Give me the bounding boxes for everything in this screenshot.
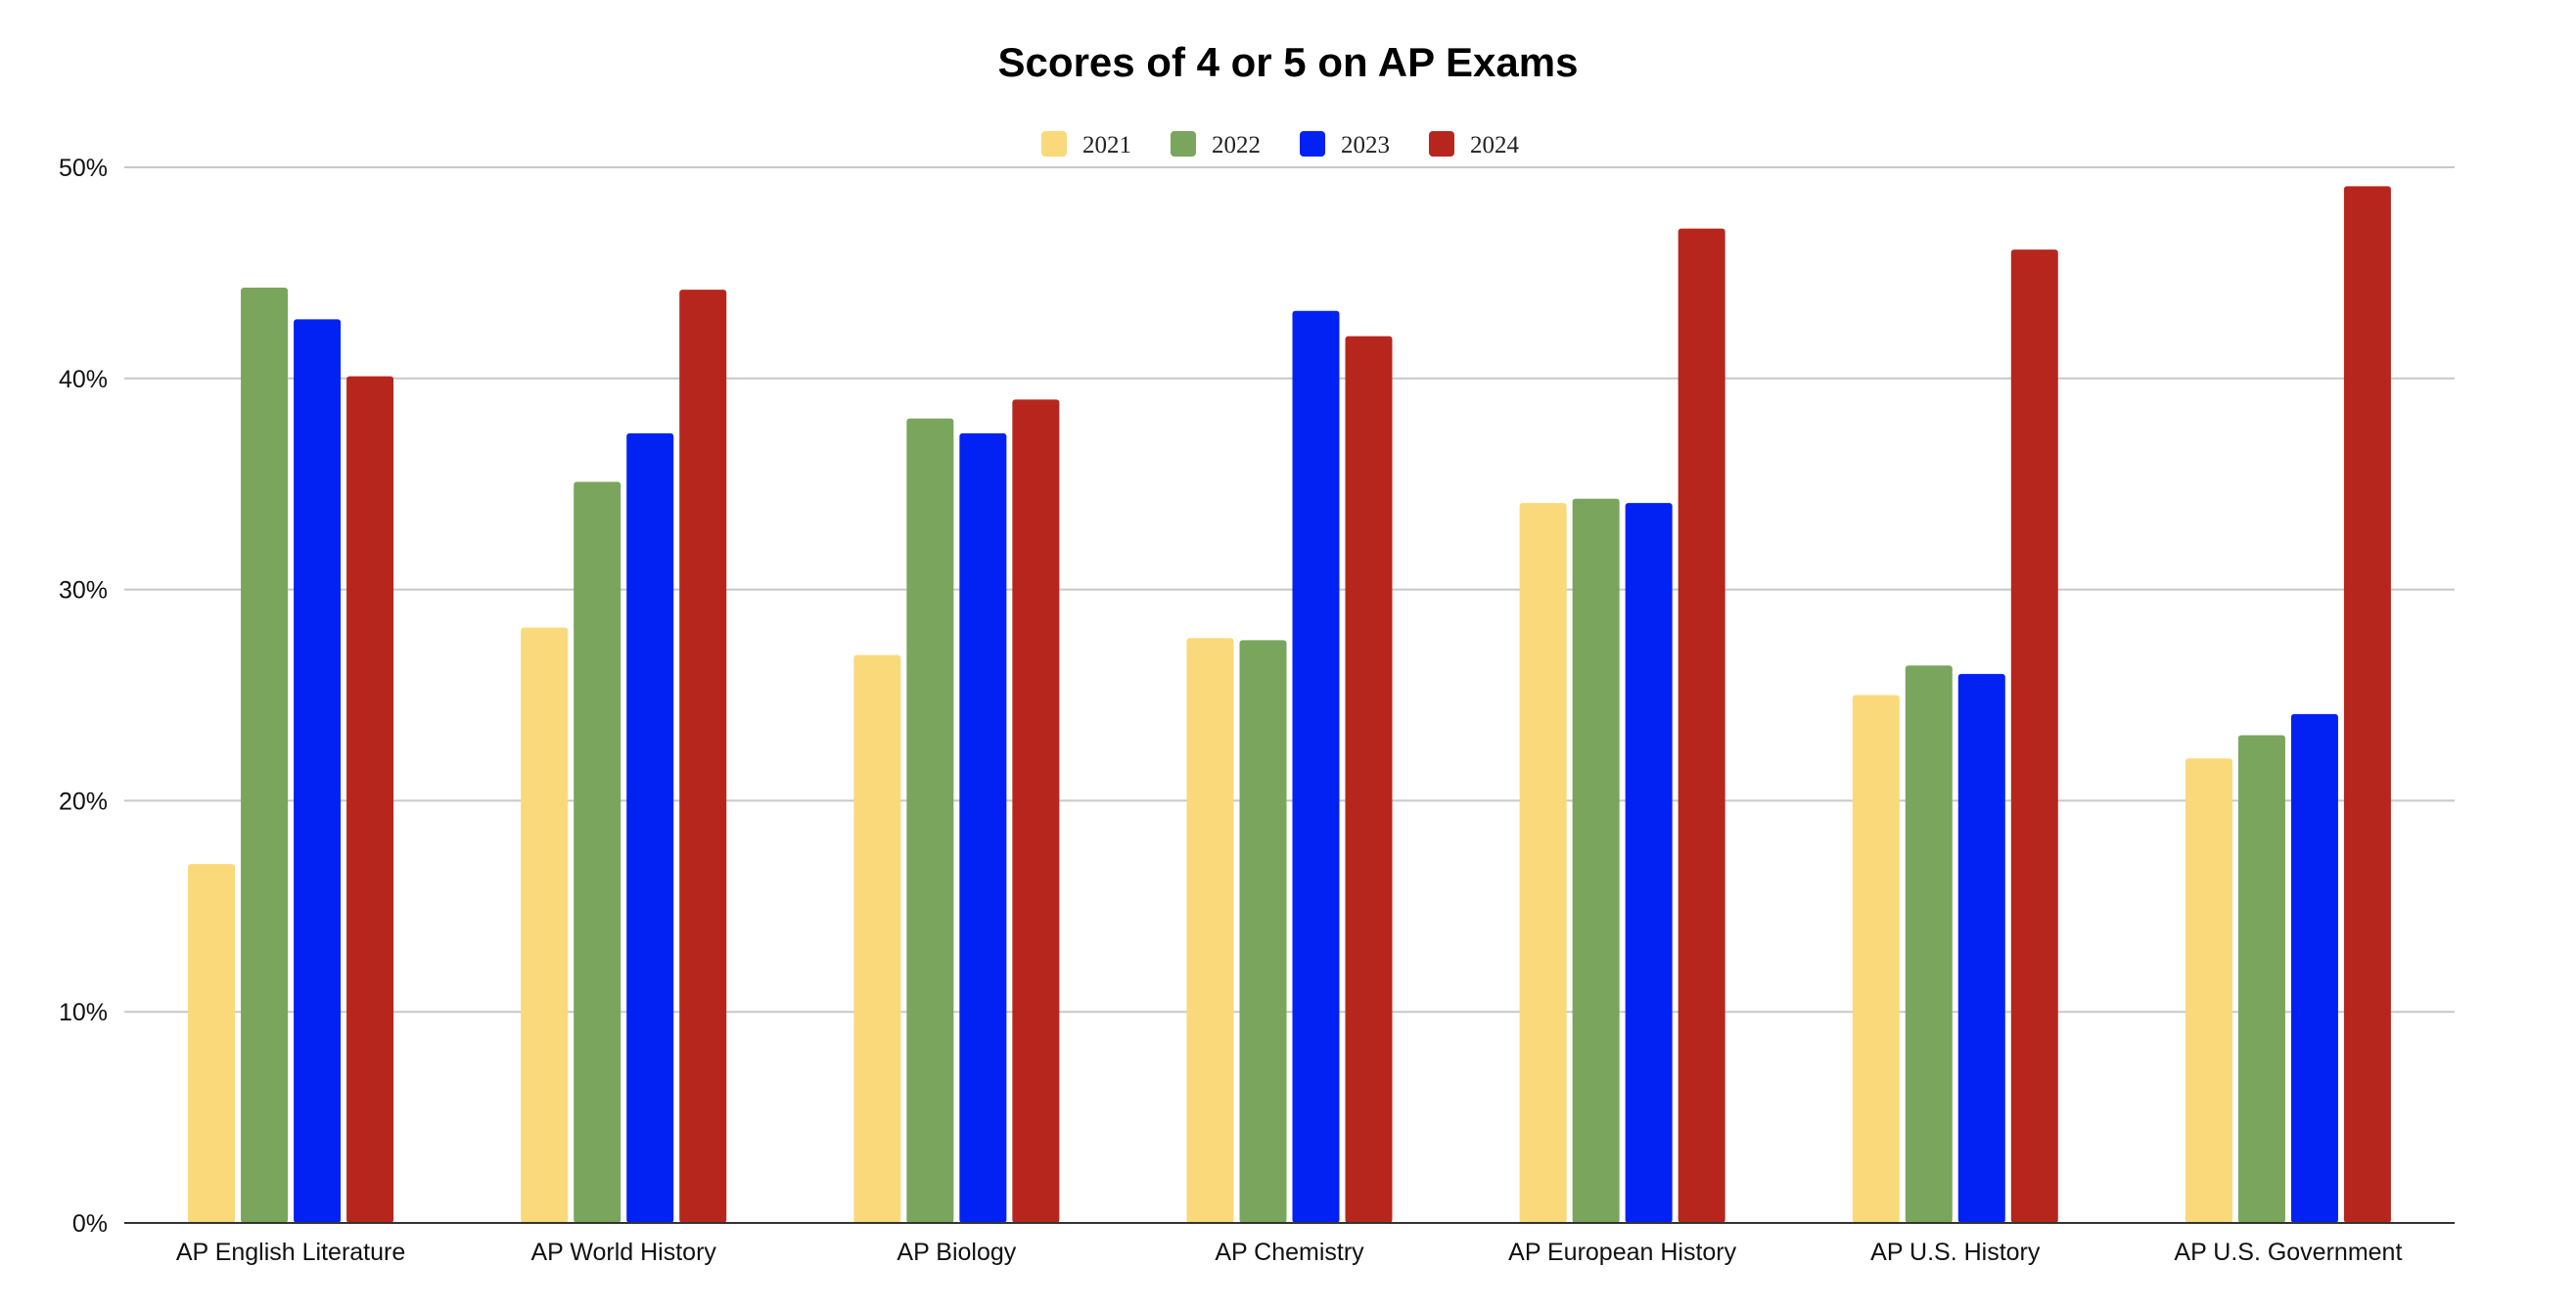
bar-2022 [906,418,954,1223]
bar-2023 [1625,503,1673,1223]
y-axis-ticks: 0% 10% 20% 30% 40% 50% [59,155,108,1238]
y-tick-label: 0% [72,1210,108,1238]
legend: 2021 2022 2023 2024 [1041,131,1520,158]
y-tick-label: 50% [59,155,108,182]
bar-2023 [1292,310,1340,1223]
x-category-label: AP European History [1508,1239,1736,1266]
x-category-label: AP Chemistry [1215,1239,1364,1266]
bar-2024 [679,290,727,1223]
y-tick-label: 30% [59,577,108,605]
x-category-label: AP U.S. History [1870,1239,2041,1266]
gridlines [124,166,2455,1014]
bar-2021 [521,627,569,1223]
legend-label: 2024 [1470,132,1520,158]
legend-label: 2022 [1212,132,1261,158]
bar-2024 [1345,336,1393,1223]
bar-2024 [1678,228,1725,1223]
bar-2023 [2290,713,2338,1223]
bars [188,186,2391,1224]
bar-2021 [853,655,901,1223]
legend-label: 2023 [1341,132,1390,158]
chart-title: Scores of 4 or 5 on AP Exams [998,39,1579,85]
bar-2021 [1519,503,1567,1223]
legend-swatch-2024 [1429,131,1454,157]
y-tick-label: 20% [59,788,108,815]
bar-2024 [1012,399,1060,1223]
x-axis-categories: AP English Literature AP World History AP … [176,1239,2403,1266]
legend-swatch-2021 [1041,131,1067,157]
bar-2022 [241,288,289,1224]
legend-swatch-2022 [1171,131,1196,157]
bar-2022 [574,481,621,1223]
bar-2021 [2185,758,2232,1223]
bar-2022 [1239,640,1287,1223]
bar-2022 [1572,498,1620,1223]
bar-2022 [1905,665,1953,1223]
x-category-label: AP Biology [897,1239,1016,1266]
bar-2021 [188,864,236,1223]
y-tick-label: 40% [59,366,108,393]
bar-2023 [959,432,1007,1224]
bar-2023 [1957,673,2005,1223]
bar-2021 [1186,638,1234,1223]
legend-label: 2021 [1082,132,1131,158]
legend-swatch-2023 [1300,131,1325,157]
x-category-label: AP World History [531,1239,717,1266]
bar-2021 [1852,695,1900,1223]
bar-2022 [2237,735,2285,1223]
bar-2023 [626,432,674,1224]
bar-2024 [2010,249,2058,1224]
x-category-label: AP English Literature [176,1239,405,1266]
bar-2024 [2343,186,2391,1223]
bar-2024 [346,376,394,1224]
x-category-label: AP U.S. Government [2174,1239,2402,1266]
y-tick-label: 10% [59,999,108,1026]
bar-2023 [294,319,342,1224]
